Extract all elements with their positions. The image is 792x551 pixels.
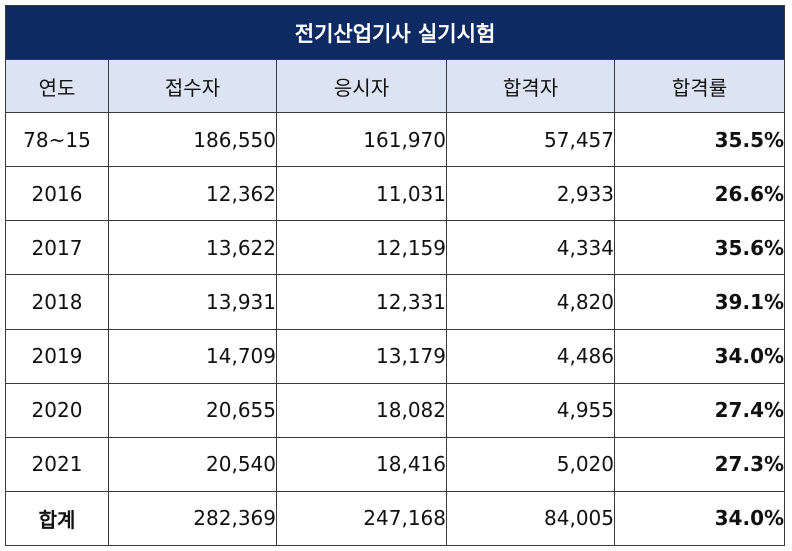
total-row: 합계 282,369 247,168 84,005 34.0% — [5, 490, 786, 547]
applicants-cell: 13,931 — [108, 274, 277, 330]
header-passed: 합격자 — [446, 59, 615, 113]
examinees-cell: 12,331 — [276, 274, 447, 330]
passed-cell: 4,820 — [446, 274, 615, 330]
applicants-cell: 20,540 — [108, 436, 277, 492]
year-cell: 2016 — [5, 166, 109, 222]
header-row: 연도 접수자 응시자 합격자 합격률 — [5, 59, 786, 113]
year-cell: 2019 — [5, 328, 109, 384]
pass-rate-cell: 35.6% — [613, 220, 786, 276]
year-cell: 2018 — [5, 274, 109, 330]
applicants-cell: 14,709 — [108, 328, 277, 384]
title-row: 전기산업기사 실기시험 — [4, 5, 786, 60]
passed-cell: 57,457 — [446, 111, 615, 168]
examinees-cell: 18,082 — [276, 382, 447, 438]
examinees-cell: 11,031 — [276, 166, 447, 222]
table-title: 전기산업기사 실기시험 — [4, 5, 786, 60]
examinees-cell: 18,416 — [276, 436, 447, 492]
total-passed: 84,005 — [446, 490, 615, 547]
pass-rate-cell: 27.4% — [613, 382, 786, 438]
pass-rate-cell: 35.5% — [613, 111, 786, 168]
table-row: 78~15 186,550 161,970 57,457 35.5% — [5, 111, 786, 168]
passed-cell: 4,334 — [446, 220, 615, 276]
pass-rate-cell: 34.0% — [613, 328, 786, 384]
table-row: 2016 12,362 11,031 2,933 26.6% — [5, 166, 786, 222]
table-row: 2017 13,622 12,159 4,334 35.6% — [5, 220, 786, 276]
year-cell: 2020 — [5, 382, 109, 438]
header-year: 연도 — [5, 59, 109, 113]
table-row: 2019 14,709 13,179 4,486 34.0% — [5, 328, 786, 384]
year-cell: 2021 — [5, 436, 109, 492]
exam-stats-table: 전기산업기사 실기시험 연도 접수자 응시자 합격자 합격률 78~15 186… — [4, 5, 786, 547]
applicants-cell: 186,550 — [108, 111, 277, 168]
table-row: 2018 13,931 12,331 4,820 39.1% — [5, 274, 786, 330]
year-cell: 2017 — [5, 220, 109, 276]
examinees-cell: 12,159 — [276, 220, 447, 276]
passed-cell: 4,486 — [446, 328, 615, 384]
table-row: 2020 20,655 18,082 4,955 27.4% — [5, 382, 786, 438]
total-applicants: 282,369 — [108, 490, 277, 547]
total-examinees: 247,168 — [276, 490, 447, 547]
pass-rate-cell: 27.3% — [613, 436, 786, 492]
passed-cell: 2,933 — [446, 166, 615, 222]
applicants-cell: 13,622 — [108, 220, 277, 276]
applicants-cell: 12,362 — [108, 166, 277, 222]
header-examinees: 응시자 — [276, 59, 447, 113]
total-label: 합계 — [5, 490, 109, 547]
total-pass-rate: 34.0% — [613, 490, 786, 547]
applicants-cell: 20,655 — [108, 382, 277, 438]
year-cell: 78~15 — [5, 111, 109, 168]
header-applicants: 접수자 — [108, 59, 277, 113]
pass-rate-cell: 39.1% — [613, 274, 786, 330]
pass-rate-cell: 26.6% — [613, 166, 786, 222]
passed-cell: 4,955 — [446, 382, 615, 438]
table-row: 2021 20,540 18,416 5,020 27.3% — [5, 436, 786, 492]
examinees-cell: 13,179 — [276, 328, 447, 384]
examinees-cell: 161,970 — [276, 111, 447, 168]
header-pass-rate: 합격률 — [613, 59, 786, 113]
passed-cell: 5,020 — [446, 436, 615, 492]
